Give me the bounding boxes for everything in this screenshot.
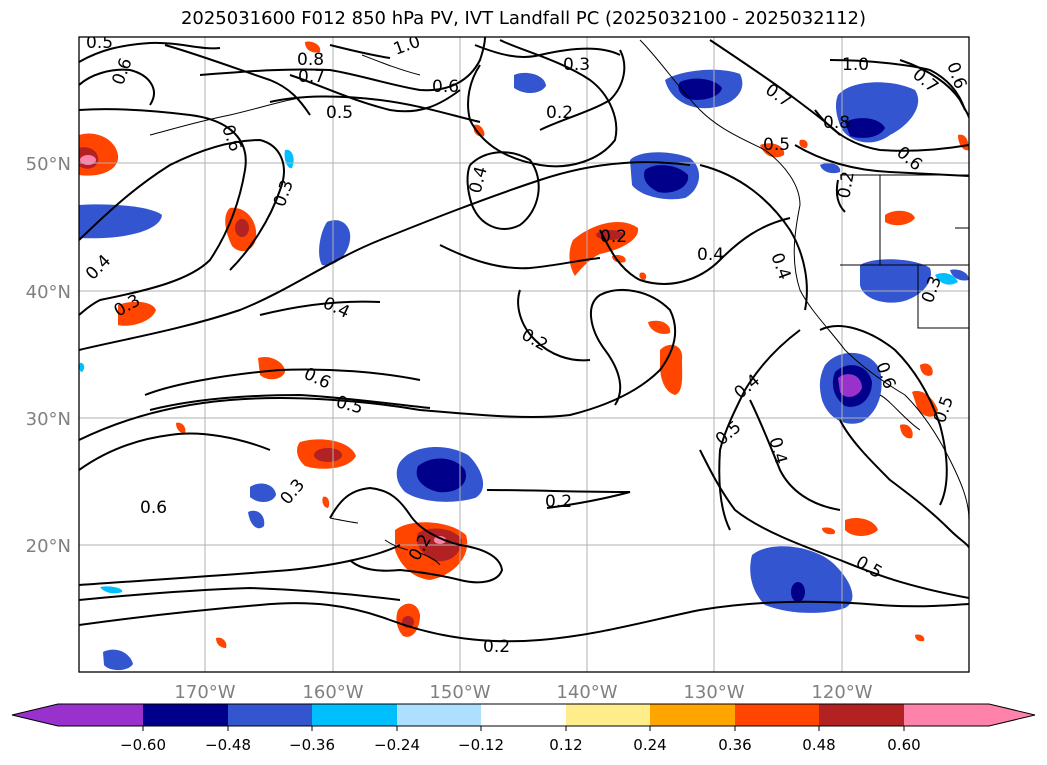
colorbar-outline bbox=[11, 703, 1036, 727]
colorbar-tick-labels: −0.60 −0.48 −0.36 −0.24 −0.12 0.12 0.24 … bbox=[120, 736, 921, 754]
colorbar-extend-high bbox=[989, 704, 1035, 726]
colorbar-bin bbox=[58, 704, 143, 726]
colorbar-bin bbox=[143, 704, 228, 726]
colorbar-tick-label: 0.48 bbox=[802, 736, 835, 754]
lon-label-140w: 140°W bbox=[556, 682, 617, 703]
contour-label: 0.6 bbox=[109, 55, 137, 87]
contour-label: 0.4 bbox=[320, 293, 353, 323]
contour-label: 0.8 bbox=[297, 50, 324, 70]
contour-label: 0.7 bbox=[298, 67, 325, 87]
contour-label: 0.4 bbox=[764, 435, 790, 466]
contour-label: 0.2 bbox=[483, 637, 510, 657]
contour-label: 0.5 bbox=[86, 33, 113, 53]
contour-label: 0.7 bbox=[761, 80, 795, 112]
colorbar-tick-label: 0.36 bbox=[718, 736, 751, 754]
gridlines bbox=[79, 37, 969, 672]
contour-label: 0.6 bbox=[301, 364, 334, 394]
contour-labels: 0.5 0.6 1.0 0.8 0.7 0.6 0.5 0.3 0.2 0.6 … bbox=[82, 32, 970, 657]
colorbar-bin bbox=[735, 704, 819, 726]
contour-label: 0.6 bbox=[140, 498, 167, 518]
contour-label: 0.2 bbox=[834, 170, 858, 200]
colorbar-bin bbox=[819, 704, 904, 726]
contour-label: 0.8 bbox=[823, 113, 850, 133]
contour-label: 0.5 bbox=[930, 394, 958, 426]
contour-label: 0.5 bbox=[326, 103, 353, 123]
contour-label: 0.6 bbox=[217, 122, 245, 154]
latitude-labels: 50°N 40°N 30°N 20°N bbox=[26, 154, 71, 557]
colorbar-bin bbox=[228, 704, 312, 726]
contour-label: 0.2 bbox=[600, 227, 627, 247]
lon-label-150w: 150°W bbox=[429, 682, 490, 703]
colorbar-tick-label: −0.24 bbox=[374, 736, 420, 754]
colorbar-tick-label: 0.60 bbox=[887, 736, 920, 754]
contour-label: 0.3 bbox=[276, 475, 309, 509]
lon-label-120w: 120°W bbox=[811, 682, 872, 703]
colorbar-bin bbox=[650, 704, 735, 726]
contour-label: 0.5 bbox=[852, 552, 885, 583]
contour-label: 0.4 bbox=[766, 250, 794, 282]
contour-label: 0.3 bbox=[563, 55, 590, 75]
contour-label: 0.5 bbox=[763, 135, 790, 155]
map-frame bbox=[78, 36, 970, 673]
colorbar-tick-label: −0.12 bbox=[458, 736, 504, 754]
contour-label: 1.0 bbox=[391, 32, 423, 60]
map-title: 2025031600 F012 850 hPa PV, IVT Landfall… bbox=[180, 8, 867, 29]
contour-label: 0.6 bbox=[942, 60, 970, 92]
contour-label: 0.2 bbox=[545, 492, 572, 512]
contour-label: 0.4 bbox=[731, 371, 765, 404]
contour-label: 0.2 bbox=[546, 103, 573, 123]
lon-label-130w: 130°W bbox=[683, 682, 744, 703]
colorbar-tick-label: 0.24 bbox=[633, 736, 666, 754]
pv-shading bbox=[79, 41, 969, 671]
contour-label: 1.0 bbox=[842, 55, 869, 75]
colorbar-tick-label: −0.60 bbox=[120, 736, 166, 754]
colorbar-ticks bbox=[142, 726, 905, 731]
contour-label: 0.2 bbox=[518, 325, 551, 356]
colorbar-tick-label: −0.48 bbox=[205, 736, 251, 754]
contour-label: 0.4 bbox=[697, 245, 724, 265]
map-body: 0.5 0.6 1.0 0.8 0.7 0.6 0.5 0.3 0.2 0.6 … bbox=[79, 32, 970, 672]
contour-label: 0.3 bbox=[270, 177, 298, 209]
colorbar-tick-label: −0.36 bbox=[289, 736, 335, 754]
lon-label-170w: 170°W bbox=[174, 682, 235, 703]
contour-label: 0.6 bbox=[432, 77, 459, 97]
contour-label: 0.4 bbox=[82, 251, 115, 284]
colorbar-bin bbox=[481, 704, 566, 726]
colorbar-extend-low bbox=[12, 704, 58, 726]
colorbar-bin bbox=[566, 704, 650, 726]
lat-label-40n: 40°N bbox=[26, 282, 71, 303]
contour-label: 0.5 bbox=[712, 417, 746, 450]
colorbar-bin bbox=[312, 704, 397, 726]
coastlines bbox=[149, 39, 969, 566]
longitude-labels: 170°W 160°W 150°W 140°W 130°W 120°W bbox=[174, 682, 872, 703]
colorbar-bin bbox=[397, 704, 481, 726]
contour-label: 0.6 bbox=[892, 143, 926, 176]
lat-label-50n: 50°N bbox=[26, 154, 71, 175]
lat-label-30n: 30°N bbox=[26, 409, 71, 430]
pv-contours bbox=[79, 37, 969, 643]
contour-label: 0.5 bbox=[334, 392, 365, 418]
colorbar-bin bbox=[904, 704, 989, 726]
colorbar-tick-label: 0.12 bbox=[549, 736, 582, 754]
lon-label-160w: 160°W bbox=[302, 682, 363, 703]
colorbar: −0.60 −0.48 −0.36 −0.24 −0.12 0.12 0.24 … bbox=[11, 703, 1036, 754]
lat-label-20n: 20°N bbox=[26, 536, 71, 557]
